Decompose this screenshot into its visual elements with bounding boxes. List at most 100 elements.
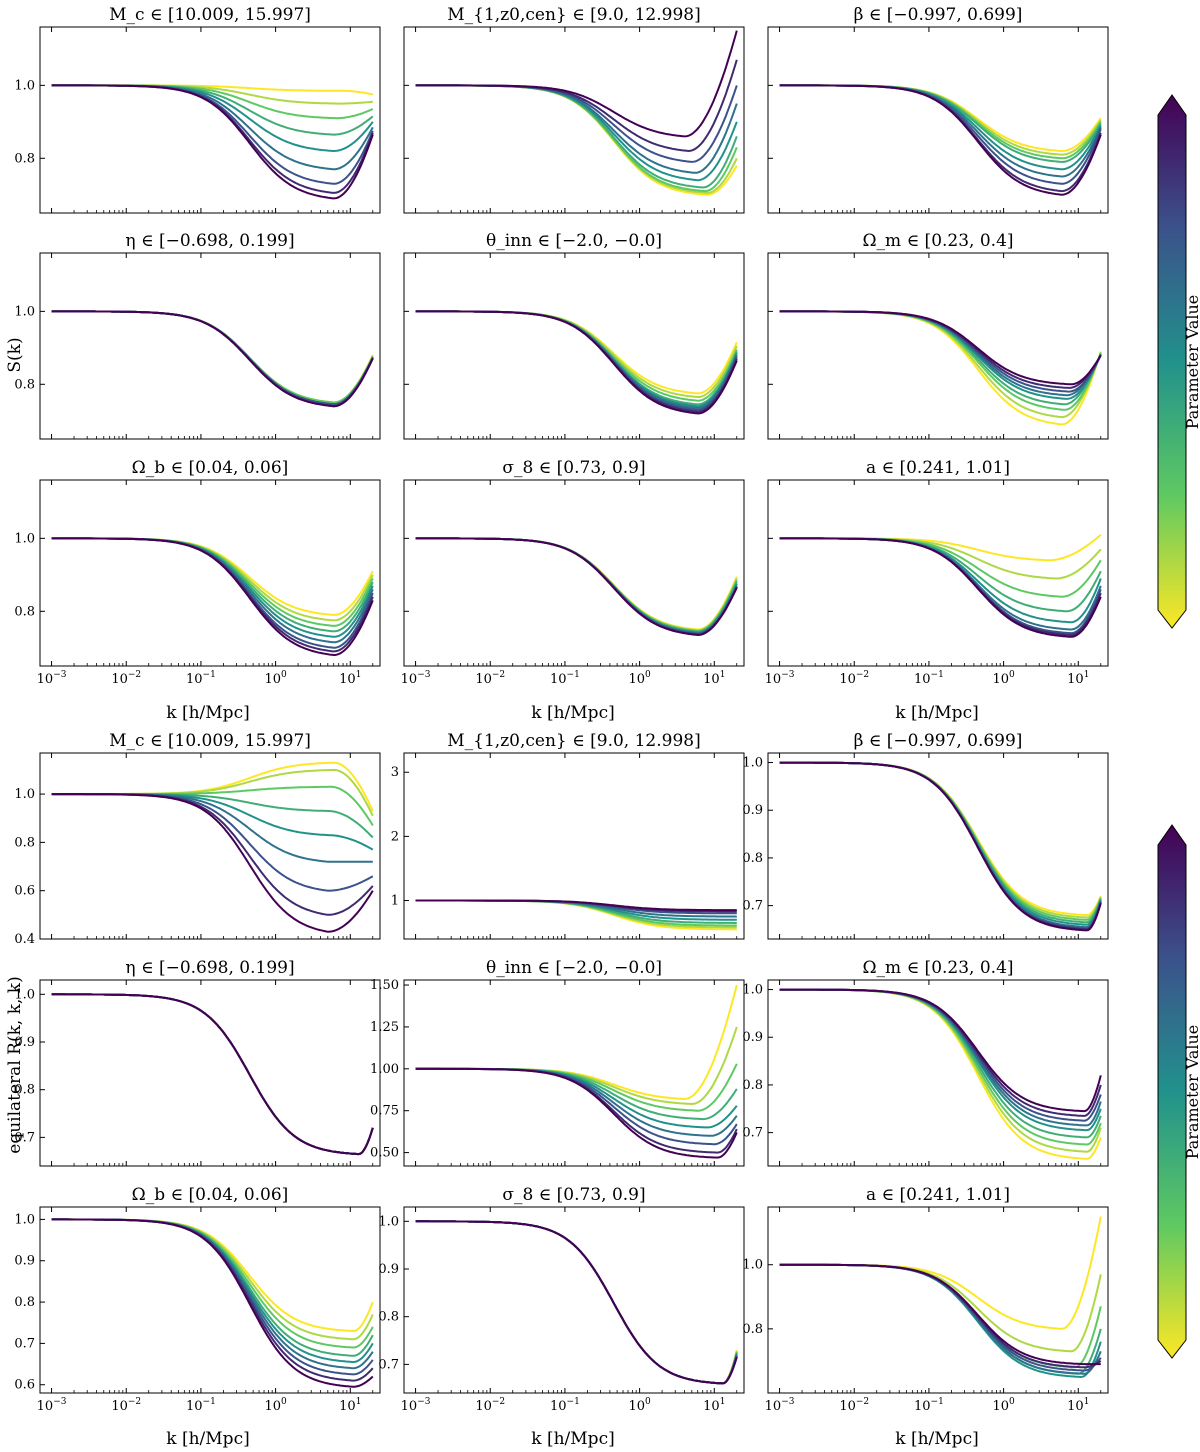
x-tick-label: 10−3 <box>765 1397 795 1414</box>
series-line <box>415 1220 738 1385</box>
series-line <box>779 537 1102 638</box>
panel-13: η ∈ [−0.698, 0.199] 0.7 0.8 0.9 1.0 <box>14 958 381 1167</box>
panel-5: θ_inn ∈ [−2.0, −0.0] <box>403 231 745 440</box>
x-tick-label: 10−1 <box>186 670 216 687</box>
axes-frame <box>403 1206 745 1394</box>
y-tick-label: 1.0 <box>742 983 763 998</box>
series-line <box>415 1220 738 1385</box>
y-tick-label: 0.7 <box>378 1357 399 1372</box>
panel-14: θ_inn ∈ [−2.0, −0.0] 0.50 0.75 1.00 1.25 1.50 <box>370 958 745 1167</box>
panel-title: θ_inn ∈ [−2.0, −0.0] <box>486 958 662 978</box>
x-tick-label: 100 <box>264 670 287 687</box>
x-tick-label: 10−2 <box>111 1397 141 1414</box>
series-line <box>51 993 374 1156</box>
panel-12: β ∈ [−0.997, 0.699] 0.7 0.8 0.9 1.0 <box>742 731 1109 940</box>
x-tick-label: 10−1 <box>550 1397 580 1414</box>
panel-9: a ∈ [0.241, 1.01] 10−3 10−2 10−1 100 101 <box>765 458 1109 687</box>
series-line <box>415 537 738 637</box>
panel-title: Ω_m ∈ [0.23, 0.4] <box>862 231 1013 251</box>
x-tick-label: 100 <box>628 1397 651 1414</box>
panel-6: Ω_m ∈ [0.23, 0.4] <box>767 231 1109 440</box>
axes-frame <box>767 979 1109 1167</box>
x-tick-label: 101 <box>339 1397 361 1414</box>
y-tick-label: 0.9 <box>378 1262 399 1277</box>
x-tick-label: 10−2 <box>111 670 141 687</box>
panel-title: η ∈ [−0.698, 0.199] <box>125 231 294 251</box>
colorbar-bottom: Parameter Value <box>1157 824 1200 1359</box>
y-tick-label: 1 <box>391 894 399 909</box>
panel-title: θ_inn ∈ [−2.0, −0.0] <box>486 231 662 251</box>
y-tick-label: 1.0 <box>14 787 35 802</box>
y-tick-label: 0.8 <box>742 1078 763 1093</box>
series-line <box>779 537 1102 598</box>
series-line <box>51 993 374 1156</box>
series-line <box>779 761 1102 932</box>
series-line <box>415 1220 738 1385</box>
panel-title: a ∈ [0.241, 1.01] <box>866 1185 1010 1205</box>
series-line <box>779 84 1102 153</box>
y-tick-label: 1.0 <box>14 304 35 319</box>
series-line <box>51 993 374 1156</box>
axes-frame <box>403 252 745 440</box>
series-line <box>415 1220 738 1385</box>
y-tick-label: 0.4 <box>14 932 35 947</box>
series-line <box>415 1026 738 1106</box>
top-ylabel: S(k) <box>5 337 25 372</box>
series-line <box>415 1220 738 1385</box>
series-line <box>779 1263 1102 1353</box>
series-line <box>51 993 374 1156</box>
series-line <box>415 310 738 411</box>
y-tick-label: 1.0 <box>14 987 35 1002</box>
series-line <box>779 1216 1102 1330</box>
series-line <box>779 84 1102 178</box>
panel-16: Ω_b ∈ [0.04, 0.06] 10−3 10−2 10−1 100 101 0.6 0… <box>14 1185 381 1414</box>
series-line <box>779 537 1102 635</box>
panel-15: Ω_m ∈ [0.23, 0.4] 0.7 0.8 0.9 1.0 <box>742 958 1109 1167</box>
panel-title: M_c ∈ [10.009, 15.997] <box>109 5 311 25</box>
y-tick-label: 2 <box>391 829 399 844</box>
x-tick-label: 10−1 <box>550 670 580 687</box>
xlabel-bottom-col2: k [h/Mpc] <box>531 1429 614 1449</box>
series-line <box>51 310 374 408</box>
series-line <box>51 537 374 644</box>
series-line <box>51 537 374 622</box>
xlabel-top-col1: k [h/Mpc] <box>166 703 249 723</box>
y-tick-label: 0.8 <box>14 604 35 619</box>
panel-title: M_c ∈ [10.009, 15.997] <box>109 731 311 751</box>
series-line <box>51 537 374 633</box>
axes-frame <box>39 752 381 940</box>
series-line <box>415 310 738 398</box>
y-tick-label: 0.9 <box>742 1030 763 1045</box>
x-tick-label: 101 <box>339 670 361 687</box>
series-line <box>51 993 374 1156</box>
series-line <box>779 310 1102 386</box>
series-line <box>51 84 374 200</box>
axes-frame <box>39 1206 381 1394</box>
panel-4: η ∈ [−0.698, 0.199] 0.8 1.0 <box>14 231 381 440</box>
series-line <box>51 537 374 616</box>
series-line <box>51 993 374 1156</box>
xlabel-top-col2: k [h/Mpc] <box>531 703 614 723</box>
series-line <box>779 1263 1101 1366</box>
x-tick-label: 100 <box>628 670 651 687</box>
series-line <box>51 537 374 627</box>
series-line <box>51 793 374 892</box>
series-line <box>51 793 374 916</box>
series-line <box>51 310 374 406</box>
panel-7: Ω_b ∈ [0.04, 0.06] 10−3 10−2 10−1 100 101 0.8 1… <box>14 458 381 687</box>
y-tick-label: 0.8 <box>378 1310 399 1325</box>
series-line <box>779 84 1102 156</box>
series-line <box>51 1218 374 1333</box>
x-tick-label: 10−2 <box>475 670 505 687</box>
series-line <box>415 1220 738 1385</box>
y-tick-label: 1.0 <box>742 756 763 771</box>
y-tick-label: 0.7 <box>742 1126 763 1141</box>
x-tick-label: 10−1 <box>914 1397 944 1414</box>
y-tick-label: 0.9 <box>14 1035 35 1050</box>
series-line <box>415 537 738 635</box>
axes-frame <box>403 479 745 667</box>
xlabel-bottom-col1: k [h/Mpc] <box>166 1429 249 1449</box>
y-tick-label: 0.7 <box>14 1130 35 1145</box>
panel-title: σ_8 ∈ [0.73, 0.9] <box>502 458 645 478</box>
axes-frame <box>767 479 1109 667</box>
